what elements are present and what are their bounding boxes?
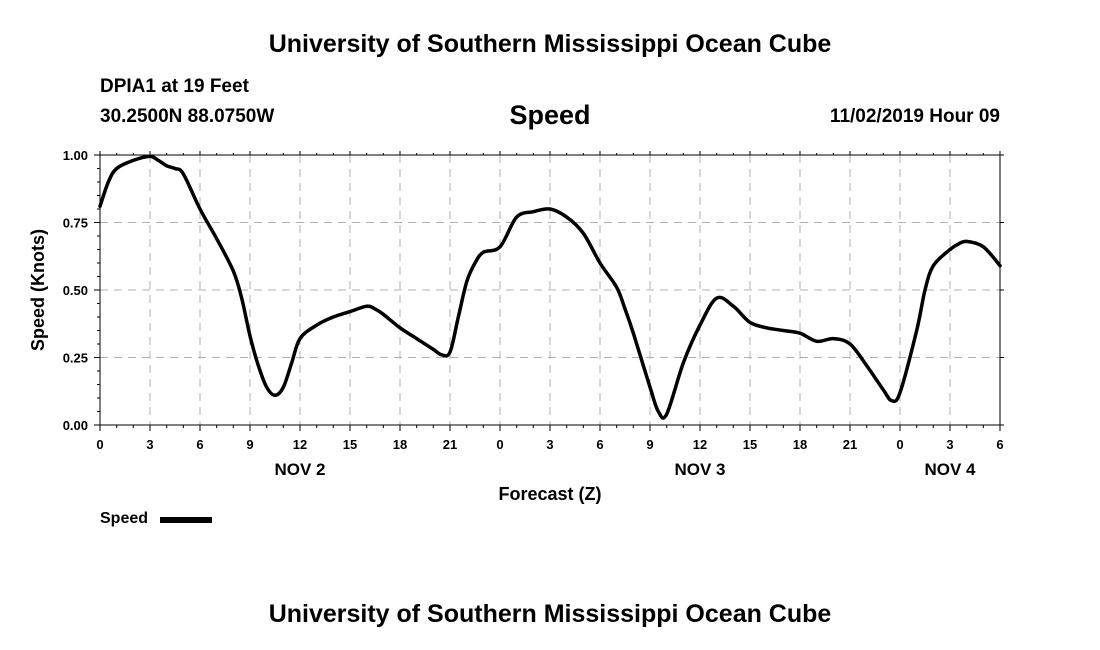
x-tick-label: 3 (546, 437, 553, 452)
x-tick-label: 18 (793, 437, 807, 452)
x-tick-label: 6 (996, 437, 1003, 452)
x-tick-label: 3 (146, 437, 153, 452)
y-tick-label: 0.25 (63, 351, 88, 366)
x-tick-label: 21 (843, 437, 857, 452)
x-axis-label: Forecast (Z) (498, 484, 601, 504)
x-tick-label: 0 (496, 437, 503, 452)
x-tick-label: 18 (393, 437, 407, 452)
x-tick-label: 9 (246, 437, 253, 452)
x-tick-label: 15 (343, 437, 357, 452)
station-label: DPIA1 at 19 Feet (100, 76, 249, 97)
x-tick-label: 21 (443, 437, 457, 452)
y-tick-label: 0.75 (63, 216, 88, 231)
x-tick-label: 0 (96, 437, 103, 452)
parameter-title: Speed (509, 100, 591, 130)
x-tick-label: 15 (743, 437, 757, 452)
y-tick-label: 0.00 (63, 418, 88, 433)
y-axis-label: Speed (Knots) (28, 229, 48, 351)
day-label: NOV 4 (924, 460, 976, 479)
x-tick-label: 12 (293, 437, 307, 452)
datetime-label: 11/02/2019 Hour 09 (829, 106, 1000, 127)
x-tick-label: 6 (196, 437, 203, 452)
x-tick-label: 3 (946, 437, 953, 452)
axis-ticks (94, 151, 1004, 431)
x-tick-label: 6 (596, 437, 603, 452)
speed-series-line (98, 154, 1002, 420)
day-label: NOV 2 (274, 460, 325, 479)
y-tick-label: 0.50 (63, 283, 88, 298)
day-label: NOV 3 (674, 460, 725, 479)
x-tick-label: 0 (896, 437, 903, 452)
tick-labels: 0 3 6 9 12 15 18 21 0 3 6 9 12 15 18 21 0 3 6 0.00 0.25 0.50 0… (63, 148, 1004, 479)
x-tick-label: 12 (693, 437, 707, 452)
page-title: University of Southern Mississippi Ocean… (268, 30, 832, 58)
coordinates-label: 30.2500N 88.0750W (100, 106, 275, 127)
legend-label: Speed (100, 510, 149, 527)
x-tick-label: 9 (646, 437, 653, 452)
footer-title: University of Southern Mississippi Ocean… (268, 600, 832, 628)
legend-swatch (160, 517, 212, 523)
chart-grid (100, 155, 1000, 425)
y-tick-label: 1.00 (63, 148, 88, 163)
